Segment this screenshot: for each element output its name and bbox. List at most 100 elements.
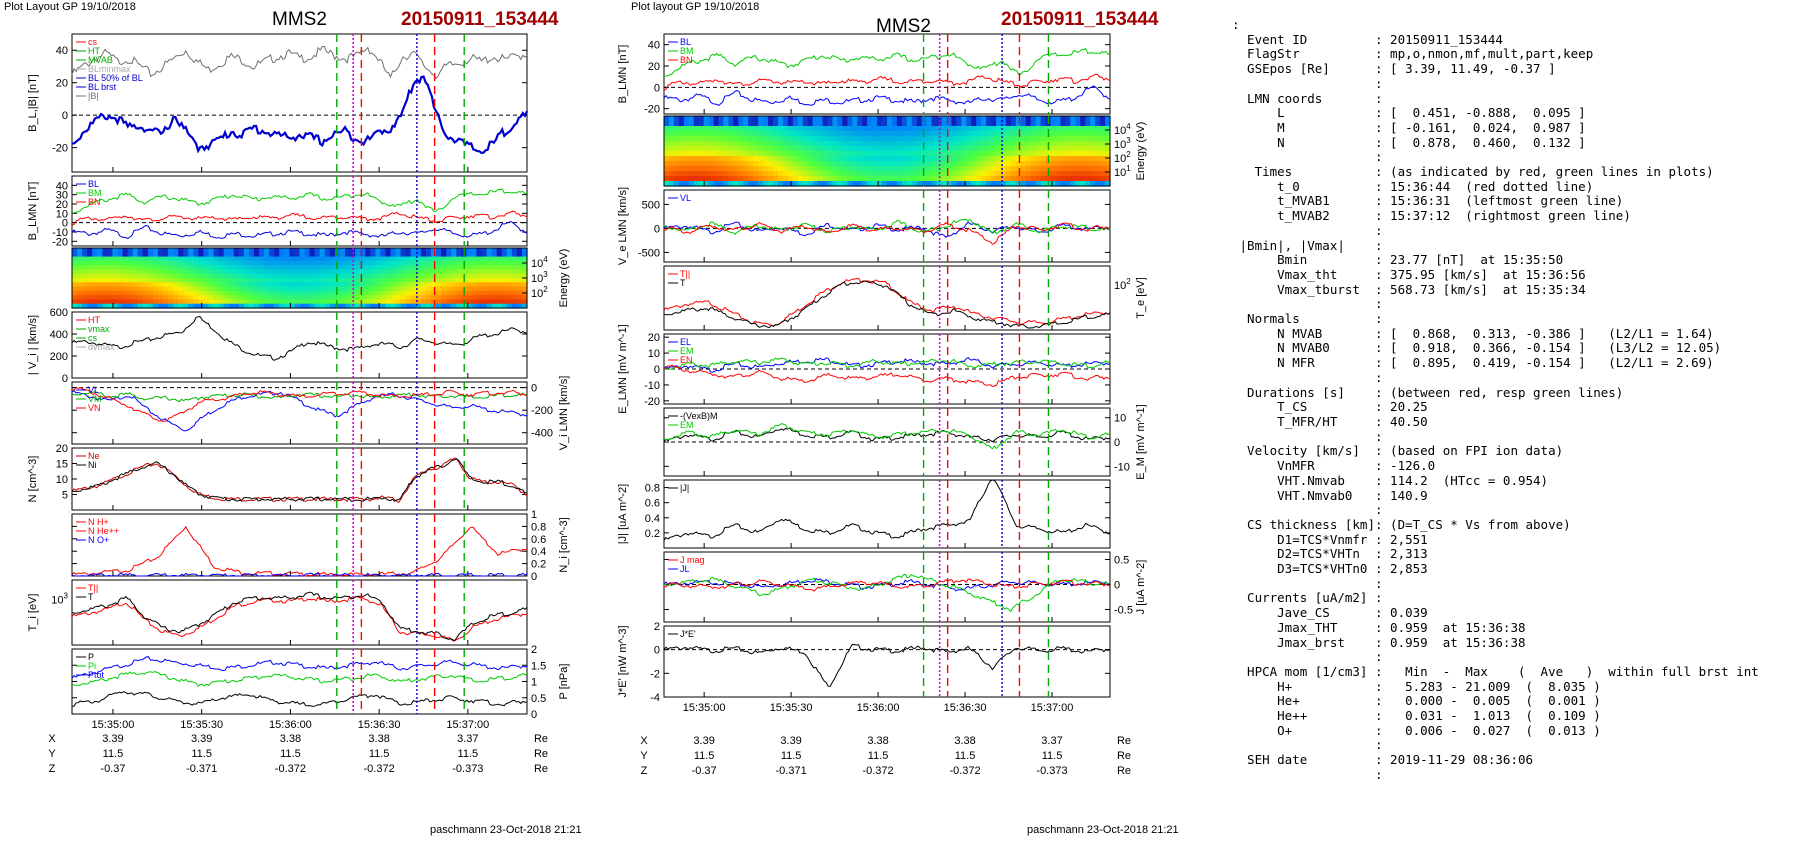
spectrogram-cell — [107, 303, 114, 309]
spectrogram-cell — [857, 176, 863, 182]
spectrogram-cell — [936, 136, 943, 142]
spectrogram-cell — [896, 166, 903, 172]
tick-label: 20 — [56, 443, 68, 455]
spectrogram-cell — [436, 290, 442, 296]
spectrogram-cell — [921, 146, 928, 152]
spectrogram-cell — [664, 141, 670, 147]
spectrogram-cell — [723, 141, 730, 147]
spectrogram-cell — [380, 265, 387, 271]
spectrogram-cell — [891, 166, 898, 172]
spectrogram-cell — [728, 121, 734, 127]
spectrogram-cell — [1030, 156, 1037, 162]
spectrogram-cell — [1025, 171, 1032, 177]
spectrogram-cell — [198, 265, 205, 271]
spectrogram-cell — [334, 303, 341, 309]
spectrogram-cell — [183, 282, 189, 288]
spectrogram-cell — [906, 121, 913, 127]
spectrogram-cell — [693, 166, 700, 172]
spectrogram-cell — [269, 299, 275, 305]
spectrogram-cell — [436, 252, 442, 258]
spectrogram-cell — [430, 286, 437, 292]
tick-label: 103 — [51, 592, 68, 607]
spectrogram-cell — [395, 282, 402, 288]
spectrogram-cell — [1085, 121, 1091, 127]
spectrogram-cell — [360, 290, 366, 296]
spectrogram-cell — [688, 121, 695, 127]
spectrogram-cell — [832, 141, 839, 147]
spectrogram-cell — [334, 299, 341, 305]
spectrogram-cell — [847, 141, 853, 147]
spectrogram-cell — [132, 260, 139, 266]
spectrogram-cell — [1080, 146, 1086, 152]
spectrogram-cell — [1080, 176, 1086, 182]
spectrogram-cell — [264, 290, 270, 296]
spectrogram-cell — [1085, 161, 1091, 167]
spectrogram-cell — [807, 121, 814, 127]
spectrogram-cell — [1095, 181, 1101, 187]
spectrogram-cell — [1005, 116, 1012, 122]
spectrogram-cell — [238, 269, 245, 275]
spectrogram-cell — [178, 265, 184, 271]
position-unit: Re — [534, 748, 548, 760]
spectrogram-cell — [1075, 146, 1081, 152]
spectrogram-cell — [254, 295, 260, 301]
spectrogram-cell — [294, 303, 301, 309]
spectrogram-cell — [102, 265, 108, 271]
spectrogram-cell — [1075, 136, 1081, 142]
series-line — [71, 572, 528, 577]
spectrogram-cell — [713, 176, 720, 182]
spectrogram-cell — [1060, 151, 1066, 157]
spectrogram-cell — [1055, 146, 1062, 152]
legend-label: EM — [680, 346, 694, 356]
spectrogram-cell — [466, 290, 472, 296]
spectrogram-cell — [375, 299, 381, 305]
spectrogram-cell — [1065, 151, 1071, 157]
spectrogram-cell — [906, 141, 913, 147]
spectrogram-cell — [284, 269, 290, 275]
spectrogram-cell — [279, 299, 285, 305]
spectrogram-cell — [1015, 176, 1022, 182]
spectrogram-cell — [996, 181, 1002, 187]
spectrogram-cell — [471, 286, 478, 292]
spectrogram-cell — [743, 171, 749, 177]
spectrogram-cell — [728, 171, 734, 177]
spectrogram-cell — [842, 126, 848, 132]
spectrogram-cell — [345, 248, 351, 253]
series-line — [71, 220, 528, 240]
spectrogram-cell — [304, 273, 311, 279]
spectrogram-cell — [157, 248, 164, 253]
spectrogram-cell — [238, 286, 245, 292]
spectrogram-cell — [1035, 116, 1042, 122]
spectrogram-cell — [777, 146, 784, 152]
spectrogram-cell — [259, 282, 265, 288]
tick-exponent: 4 — [1126, 122, 1131, 131]
spectrogram-cell — [304, 282, 311, 288]
spectrogram-cell — [132, 273, 139, 279]
tick-label: 200 — [50, 351, 68, 363]
spectrogram-cell — [1035, 141, 1042, 147]
spectrogram-cell — [877, 116, 883, 122]
spectrogram-cell — [857, 171, 863, 177]
spectrogram-cell — [380, 286, 387, 292]
spectrogram-cell — [961, 131, 967, 137]
spectrogram-cell — [896, 156, 903, 162]
spectrogram-cell — [802, 121, 809, 127]
spectrogram-cell — [481, 282, 488, 288]
spectrogram-cell — [733, 176, 739, 182]
spectrogram-cell — [319, 260, 326, 266]
spectrogram-cell — [380, 290, 387, 296]
spectrogram-cell — [72, 265, 78, 271]
spectrogram-cell — [501, 286, 508, 292]
spectrogram-cell — [971, 171, 977, 177]
spectrogram-cell — [142, 286, 149, 292]
spectrogram-cell — [842, 131, 848, 137]
series-line — [663, 357, 1111, 370]
spectrogram-cell — [223, 278, 230, 283]
spectrogram-cell — [486, 290, 493, 296]
spectrogram-cell — [837, 131, 843, 137]
spectrogram-cell — [132, 295, 139, 301]
spectrogram-cell — [436, 248, 442, 253]
spectrogram-cell — [668, 171, 675, 177]
spectrogram-cell — [339, 248, 346, 253]
spectrogram-cell — [521, 278, 528, 283]
